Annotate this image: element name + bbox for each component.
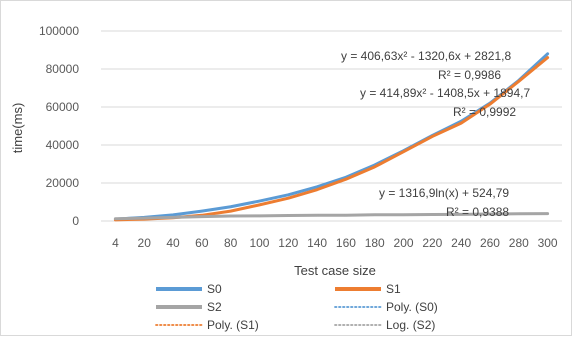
- x-tick-label: 140: [307, 236, 327, 250]
- data-point: [258, 204, 260, 206]
- x-tick-label: 80: [224, 236, 238, 250]
- data-point: [172, 216, 174, 218]
- legend-label: S2: [207, 300, 222, 314]
- data-point: [345, 214, 347, 216]
- x-tick-label: 60: [195, 236, 209, 250]
- y-tick-label: 40000: [46, 138, 80, 152]
- legend-label: S0: [207, 282, 222, 296]
- y-tick-label: 100000: [39, 24, 79, 38]
- y-tick-label: 60000: [46, 100, 80, 114]
- trendline-equation: y = 406,63x² - 1320,6x + 2821,8: [341, 49, 511, 63]
- x-tick-label: 4: [112, 236, 119, 250]
- trendline-r-squared: R² = 0,9986: [438, 68, 501, 82]
- y-axis-label: time(ms): [10, 103, 25, 154]
- data-point: [546, 212, 548, 214]
- x-tick-label: 160: [336, 236, 356, 250]
- data-point: [229, 210, 231, 212]
- data-point: [518, 213, 520, 215]
- trendline-r-squared: R² = 0,9388: [446, 205, 509, 219]
- data-point: [172, 214, 174, 216]
- data-point: [374, 166, 376, 168]
- data-point: [431, 135, 433, 137]
- data-point: [229, 206, 231, 208]
- legend-label: Poly. (S0): [386, 300, 438, 314]
- data-point: [546, 56, 548, 58]
- x-tick-label: 100: [249, 236, 269, 250]
- data-point: [258, 215, 260, 217]
- data-point: [402, 214, 404, 216]
- trendline-equation: y = 1316,9ln(x) + 524,79: [379, 186, 509, 200]
- x-tick-label: 260: [480, 236, 500, 250]
- x-tick-label: 220: [422, 236, 442, 250]
- trendline-r-squared: R² = 0,9992: [453, 105, 516, 119]
- data-point: [345, 178, 347, 180]
- x-tick-label: 120: [278, 236, 298, 250]
- legend-label: Poly. (S1): [207, 318, 259, 332]
- data-point: [114, 218, 116, 220]
- y-tick-label: 20000: [46, 176, 80, 190]
- data-point: [143, 217, 145, 219]
- data-point: [316, 214, 318, 216]
- x-tick-label: 20: [138, 236, 152, 250]
- legend-label: Log. (S2): [386, 318, 435, 332]
- y-tick-label: 80000: [46, 62, 80, 76]
- data-point: [431, 213, 433, 215]
- legend: S0 S1 S2 Poly. (S0) Poly. (S1) Log. (S2): [156, 282, 438, 332]
- data-point: [374, 214, 376, 216]
- data-point: [287, 197, 289, 199]
- data-point: [201, 215, 203, 217]
- x-axis-label: Test case size: [294, 263, 376, 278]
- x-tick-label: 200: [394, 236, 414, 250]
- x-tick-label: 40: [166, 236, 180, 250]
- data-point: [546, 53, 548, 55]
- data-point: [518, 80, 520, 82]
- data-point: [316, 186, 318, 188]
- x-tick-label: 280: [509, 236, 529, 250]
- x-tick-label: 180: [365, 236, 385, 250]
- data-point: [287, 194, 289, 196]
- data-point: [287, 214, 289, 216]
- y-axis-ticks: 0 20000 40000 60000 80000 100000: [39, 24, 79, 228]
- legend-label: S1: [386, 282, 401, 296]
- data-point: [460, 122, 462, 124]
- data-point: [229, 215, 231, 217]
- data-point: [201, 210, 203, 212]
- chart-svg: 0 20000 40000 60000 80000 100000 4 20 40 60 80 100…: [1, 1, 571, 335]
- trendline-equation: y = 414,89x² - 1408,5x + 1894,7: [360, 86, 530, 100]
- data-point: [402, 150, 404, 152]
- x-axis-ticks: 4 20 40 60 80 100 120 140 160 180 200 220 240 260 280 3…: [112, 236, 558, 250]
- data-point: [258, 200, 260, 202]
- data-point: [316, 188, 318, 190]
- y-tick-label: 0: [72, 214, 79, 228]
- x-tick-label: 300: [538, 236, 558, 250]
- x-tick-label: 240: [451, 236, 471, 250]
